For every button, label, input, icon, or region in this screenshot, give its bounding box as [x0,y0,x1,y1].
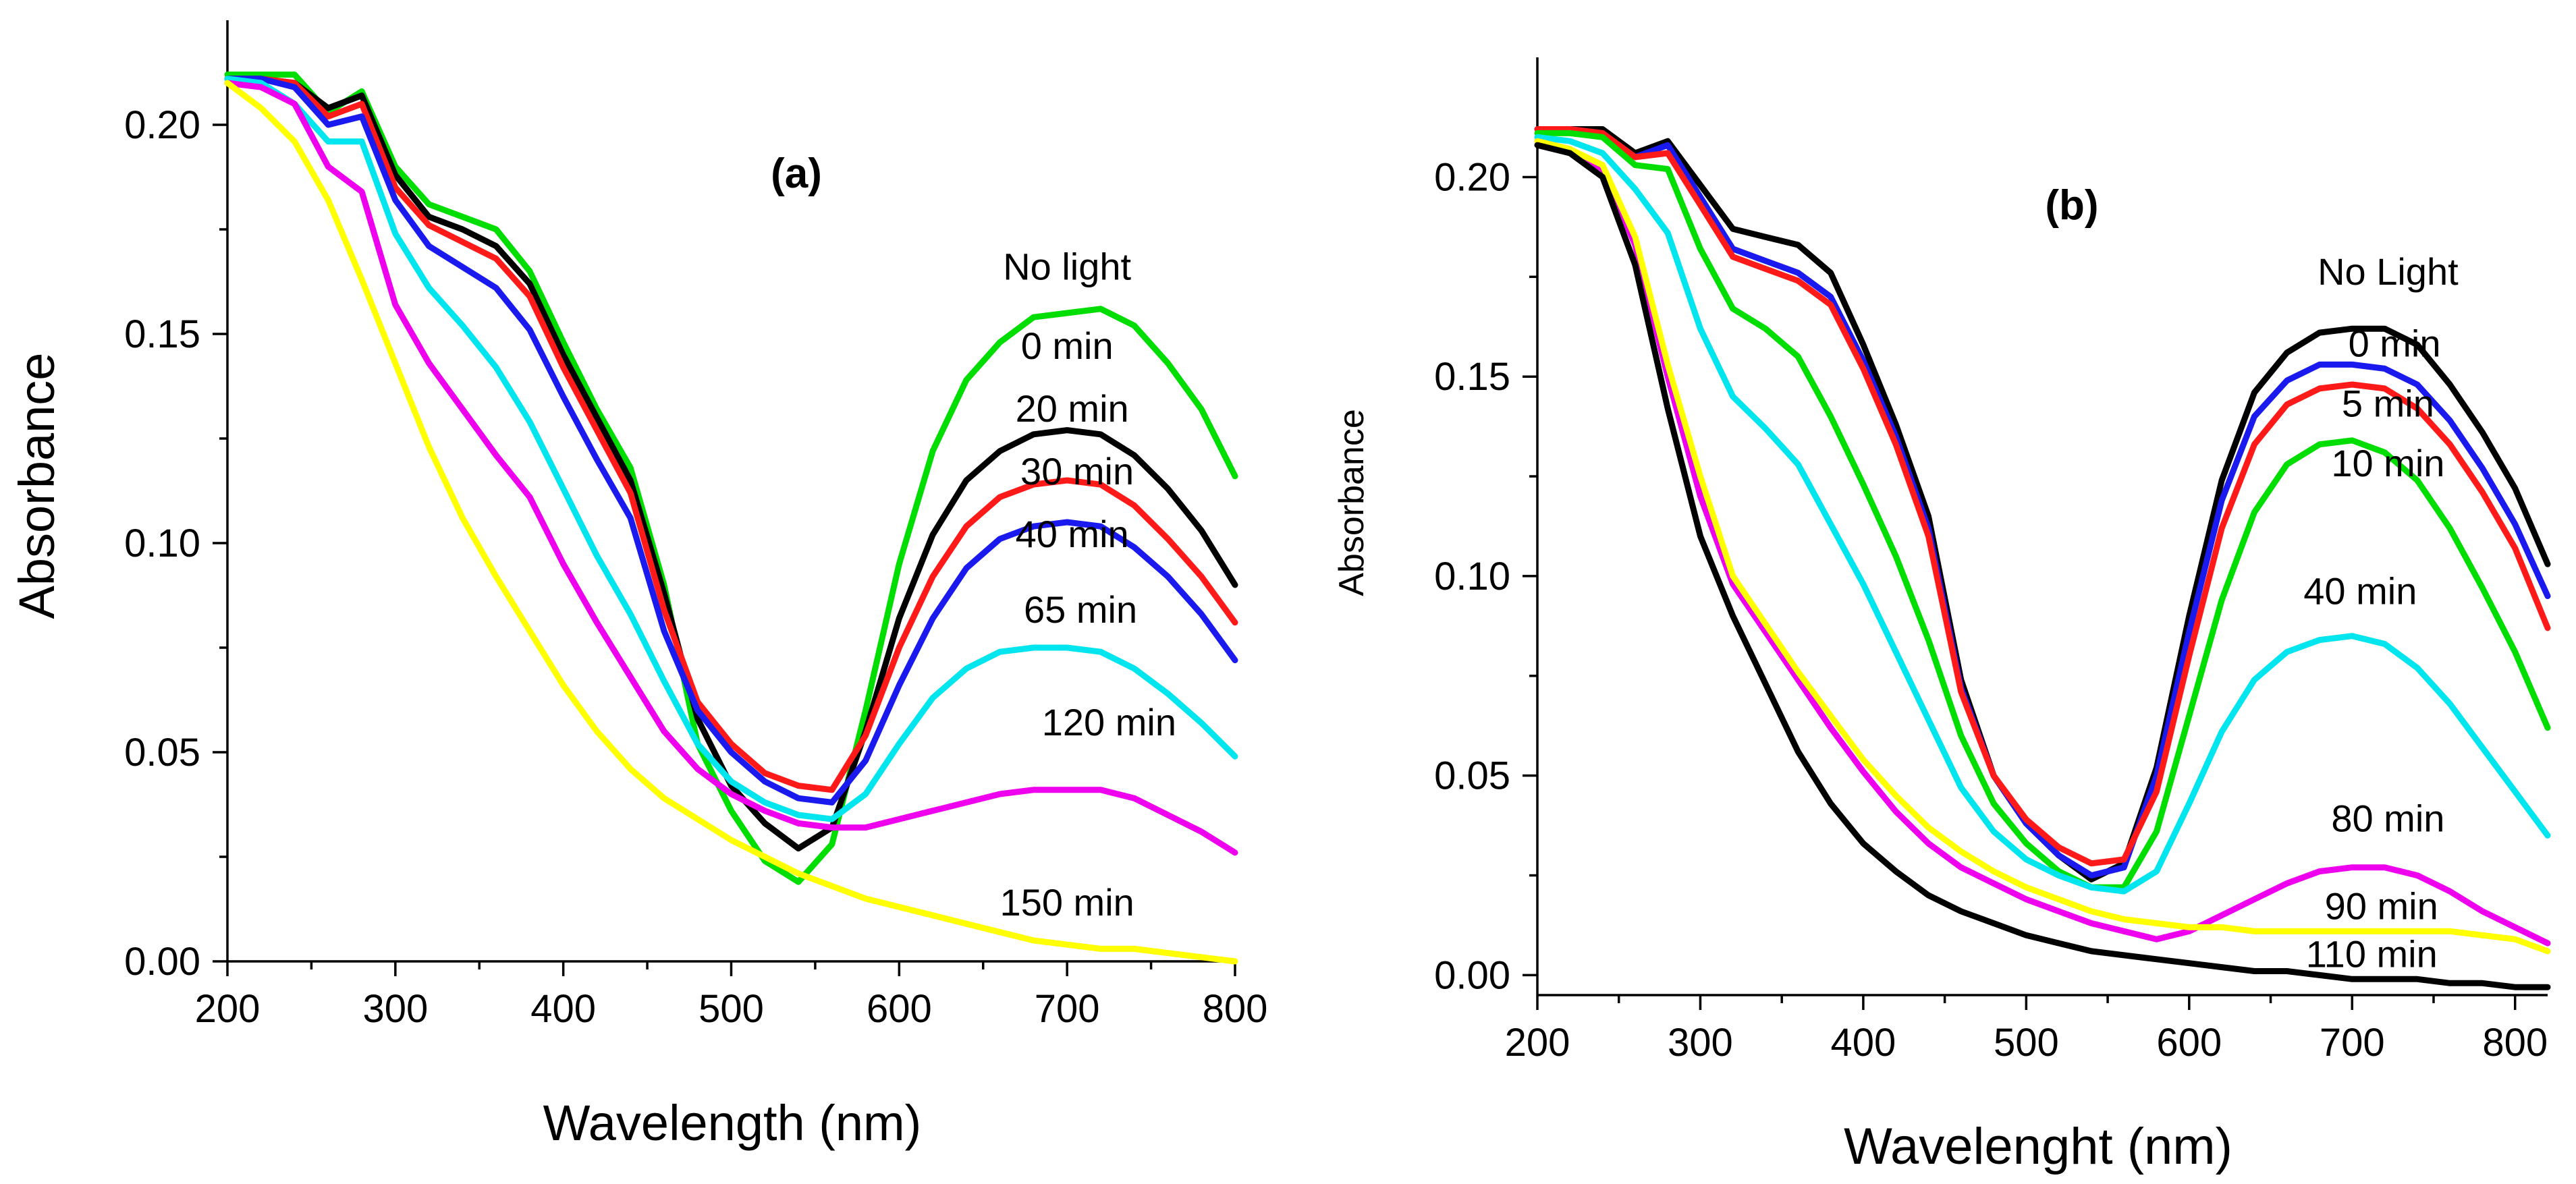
chart-panel-b: 200 300 400 500 600 700 800 0.00 0.05 0.10 0.15 0.2… [1332,57,2551,1175]
series-label-b-40-min: 40 min [2303,569,2417,612]
y-tick-label-a-2: 0.10 [124,521,200,565]
series-label-a-65-min: 65 min [1024,588,1137,631]
x-tick-label-a-700: 700 [1035,987,1100,1031]
series-label-b-90-min: 90 min [2325,885,2438,928]
series-line-b-10-min [1534,130,2551,891]
x-tick-label-b-400: 400 [1831,1021,1896,1065]
series-line-b-90-min [1534,138,2551,955]
series-line-a-0-min [224,76,1238,852]
series-label-b-0-min: 0 min [2349,322,2441,365]
y-tick-label-b-1: 0.05 [1434,754,1510,798]
series-label-b-10-min: 10 min [2331,442,2444,484]
x-tick-label-a-200: 200 [195,987,261,1031]
x-tick-label-b-200: 200 [1505,1021,1570,1065]
x-tick-label-a-300: 300 [362,987,428,1031]
series-line-b-0-min [1534,126,2551,879]
x-axis-title-b: Wavelenght (nm) [1844,1118,2232,1175]
y-tick-label-b-3: 0.15 [1434,355,1510,399]
x-axis-title-a: Wavelength (nm) [543,1095,922,1151]
series-label-a-30-min: 30 min [1020,450,1134,492]
y-tick-label-a-1: 0.05 [124,731,200,774]
y-tick-label-b-2: 0.10 [1434,555,1510,598]
x-tick-label-a-600: 600 [867,987,932,1031]
series-label-a-20-min: 20 min [1016,387,1129,430]
series-label-a-40-min: 40 min [1016,513,1129,555]
series-label-b-5-min: 5 min [2342,382,2434,424]
series-line-a-40-min [224,76,1238,822]
series-line-a-20-min [224,76,1238,793]
panel-title-b: (b) [2045,182,2098,229]
series-label-a-120-min: 120 min [1042,701,1176,743]
y-axis-title-a: Absorbance [9,353,65,619]
y-tick-label-a-0: 0.00 [124,940,200,984]
series-label-a-no-light: No light [1003,245,1131,287]
y-tick-label-b-0: 0.00 [1434,953,1510,997]
series-line-b-40-min [1534,134,2551,895]
x-tick-label-b-800: 800 [2482,1021,2548,1065]
series-line-b-80-min [1534,138,2551,947]
series-line-a-120-min [224,80,1238,965]
series-label-a-150-min: 150 min [1000,881,1134,924]
series-label-b-110-min: 110 min [2306,933,2438,976]
x-tick-label-a-800: 800 [1203,987,1268,1031]
series-line-a-no-light [224,72,1238,885]
y-axis-title-b: Absorbance [1332,409,1371,596]
series-line-b-no-light [1534,126,2551,882]
series-label-b-80-min: 80 min [2331,797,2444,839]
chart-panel-a: 200 300 400 500 600 700 800 0.00 0.05 0.10 0.15 0.2… [9,20,1267,1151]
series-label-a-0-min: 0 min [1021,325,1114,367]
x-tick-label-a-500: 500 [698,987,764,1031]
series-line-a-30-min [224,76,1238,806]
x-tick-label-b-700: 700 [2320,1021,2385,1065]
y-tick-label-a-4: 0.20 [124,103,200,147]
x-tick-label-a-400: 400 [530,987,596,1031]
y-tick-label-a-3: 0.15 [124,312,200,356]
x-tick-label-b-300: 300 [1668,1021,1733,1065]
panel-title-a: (a) [771,150,822,197]
x-tick-label-b-500: 500 [1994,1021,2059,1065]
series-line-b-110-min [1534,142,2551,990]
series-line-b-5-min [1534,126,2551,867]
series-label-b-no-light: No Light [2318,250,2459,293]
x-tick-label-b-600: 600 [2156,1021,2222,1065]
series-line-a-65-min [224,80,1238,856]
y-tick-label-b-4: 0.20 [1434,155,1510,199]
